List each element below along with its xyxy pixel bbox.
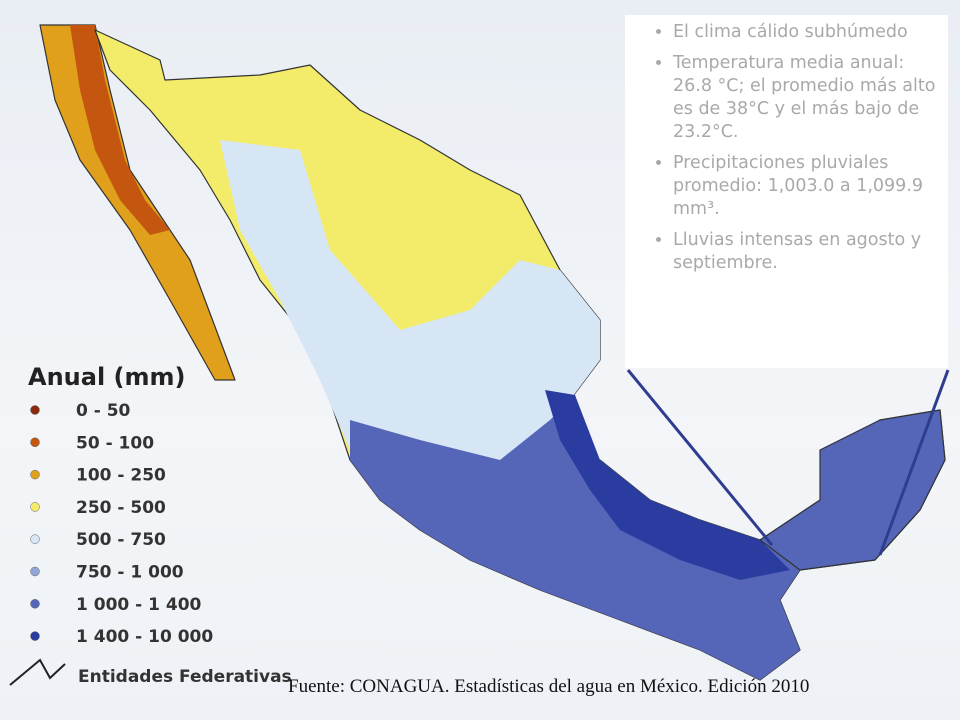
legend-label: 750 - 1 000: [76, 563, 184, 583]
legend-swatch: [30, 631, 40, 641]
bullet: Precipitaciones pluviales promedio: 1,00…: [673, 152, 936, 221]
bullet: Temperatura media anual: 26.8 °C; el pro…: [673, 52, 936, 144]
legend-swatch: [30, 599, 40, 609]
legend-swatch: [30, 469, 40, 480]
pointer-lines: [626, 369, 950, 556]
source-note: Fuente: CONAGUA. Estadísticas del agua e…: [288, 676, 810, 697]
south-zone: [350, 400, 800, 680]
legend-label: 0 - 50: [76, 401, 131, 421]
bullet: El clima cálido subhúmedo: [673, 21, 936, 44]
gulf-zone: [545, 390, 790, 580]
legend-swatch: [30, 566, 40, 577]
legend-boundaries: Entidades Federativas: [78, 667, 292, 687]
legend-swatch: [30, 405, 40, 415]
bullet: Lluvias intensas en agosto y septiembre.: [673, 229, 936, 275]
legend-title: Anual (mm): [28, 363, 185, 391]
bullet-list: El clima cálido subhúmedo Temperatura med…: [625, 15, 948, 275]
boundary-symbol: [9, 658, 66, 686]
legend-swatch: [30, 534, 40, 544]
legend-label: 1 000 - 1 400: [76, 595, 202, 615]
text-box: El clima cálido subhúmedo Temperatura med…: [625, 15, 948, 368]
legend-label: 250 - 500: [76, 498, 166, 518]
legend-label: 1 400 - 10 000: [76, 627, 213, 647]
pointer-line: [626, 369, 774, 546]
map-shapes: [39, 24, 946, 681]
legend-swatch: [30, 437, 40, 448]
legend-label: 50 - 100: [76, 433, 154, 453]
baja-dry-zone: [70, 25, 170, 235]
legend-label: 100 - 250: [76, 466, 166, 486]
pointer-line: [878, 369, 950, 556]
legend-swatch: [30, 502, 40, 512]
legend: 0 - 50 50 - 100 100 - 250 250 - 500 500 - 75…: [30, 401, 213, 647]
yucatan: [759, 409, 946, 571]
legend-label: 500 - 750: [76, 530, 166, 550]
